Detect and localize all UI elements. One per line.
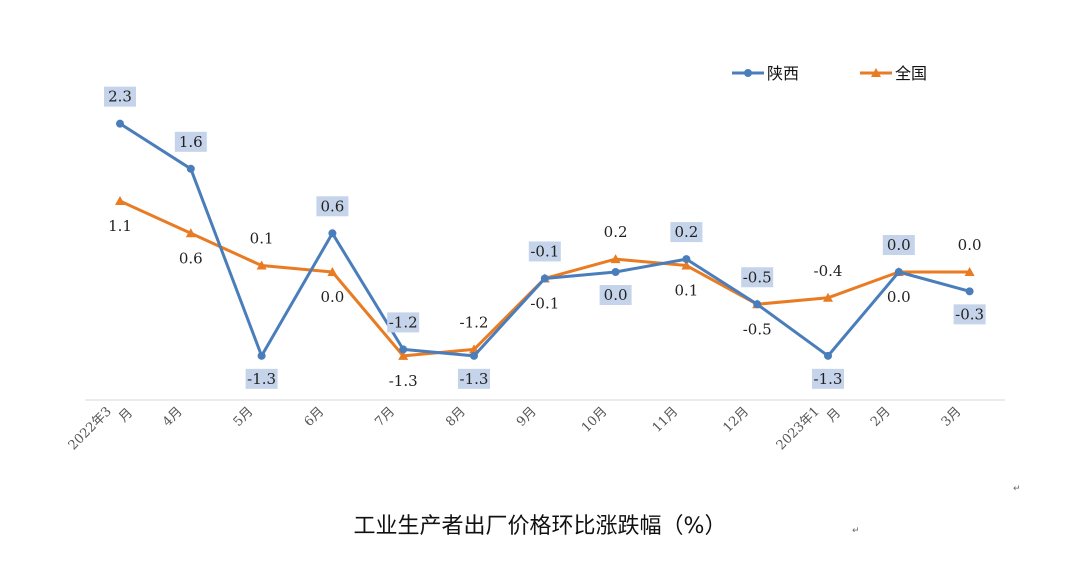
- point-shaanxi: [186, 164, 195, 173]
- svg-text:9月: 9月: [514, 404, 540, 430]
- data-label-bg-shaanxi: [245, 368, 278, 389]
- data-label-national: 1.1: [108, 217, 132, 235]
- data-label-shaanxi: 0.6: [320, 197, 344, 215]
- data-label-bg-shaanxi: [741, 267, 774, 288]
- data-label-national: 0.0: [958, 236, 982, 254]
- point-shaanxi: [540, 274, 549, 283]
- point-shaanxi: [753, 300, 762, 309]
- svg-text:2月: 2月: [868, 404, 894, 430]
- x-tick-label: 7月: [372, 404, 398, 430]
- data-label-bg-shaanxi: [599, 285, 632, 305]
- point-national: [185, 228, 196, 238]
- point-national: [115, 196, 125, 206]
- x-tick-label: 5月: [231, 404, 257, 430]
- x-tick-label: 3月: [939, 404, 965, 430]
- point-national: [398, 350, 409, 360]
- point-national: [256, 260, 267, 270]
- x-tick-label: 6月: [302, 404, 328, 430]
- point-national: [327, 267, 338, 276]
- data-label-national: -0.4: [814, 262, 843, 280]
- return-mark: ↵: [1013, 484, 1021, 494]
- point-national: [964, 267, 975, 276]
- x-tick-label: 2月: [868, 404, 894, 430]
- data-label-shaanxi: 0.0: [604, 286, 628, 304]
- legend-item-national: 全国: [860, 64, 927, 83]
- data-label-shaanxi: -0.3: [955, 305, 984, 323]
- data-label-bg-shaanxi: [528, 241, 561, 262]
- data-label-national: -1.2: [460, 313, 489, 331]
- chart-title: 工业生产者出厂价格环比涨跌幅（%）: [353, 514, 727, 539]
- svg-text:3月: 3月: [939, 404, 965, 430]
- data-label-bg-shaanxi: [458, 368, 490, 389]
- point-national: [610, 254, 621, 264]
- point-national: [681, 260, 692, 270]
- data-label-shaanxi: 0.0: [887, 236, 911, 254]
- x-tick-label: 11月: [650, 404, 681, 435]
- data-label-bg-shaanxi: [882, 235, 915, 255]
- data-label-bg-shaanxi: [316, 196, 349, 217]
- svg-text:月: 月: [824, 406, 844, 426]
- point-shaanxi: [116, 119, 124, 128]
- return-mark: ↵: [852, 526, 860, 536]
- x-tick-label: 4月: [160, 404, 186, 430]
- x-tick-label: 8月: [443, 404, 469, 430]
- point-national: [823, 292, 833, 302]
- data-label-shaanxi: -1.3: [460, 370, 489, 388]
- data-label-national: 0.1: [250, 230, 274, 248]
- point-shaanxi: [965, 287, 974, 296]
- svg-text:6月: 6月: [302, 404, 328, 430]
- data-label-bg-shaanxi: [670, 222, 703, 243]
- data-label-shaanxi: -1.3: [814, 370, 843, 388]
- data-label-bg-shaanxi: [953, 304, 986, 325]
- data-label-bg-shaanxi: [104, 86, 136, 107]
- svg-text:2023年1: 2023年1: [774, 404, 823, 453]
- legend-label-national: 全国: [895, 64, 927, 83]
- point-shaanxi: [328, 229, 337, 238]
- data-label-national: 0.0: [887, 288, 911, 306]
- svg-text:月: 月: [116, 406, 136, 426]
- x-tick-label: 9月: [514, 404, 540, 430]
- data-label-shaanxi: -1.3: [247, 370, 276, 388]
- data-label-shaanxi: 0.2: [674, 223, 698, 241]
- x-tick-label: 12月: [721, 404, 752, 435]
- data-label-national: 0.0: [320, 288, 344, 306]
- data-label-shaanxi: -0.1: [530, 242, 559, 260]
- data-label-national: 0.2: [604, 223, 628, 241]
- data-label-national: 0.1: [674, 282, 698, 300]
- data-label-shaanxi: -0.5: [743, 268, 772, 286]
- data-label-bg-shaanxi: [812, 368, 844, 389]
- svg-text:2022年3: 2022年3: [66, 404, 115, 453]
- x-tick-label: 2022年3 月: [66, 404, 136, 453]
- data-label-bg-shaanxi: [387, 312, 420, 333]
- data-label-national: -0.5: [743, 320, 772, 338]
- svg-text:11月: 11月: [650, 404, 681, 435]
- svg-text:8月: 8月: [443, 404, 469, 430]
- point-shaanxi: [682, 255, 691, 264]
- point-shaanxi: [824, 351, 832, 360]
- series-line-shaanxi: [119, 122, 970, 358]
- data-label-national: -0.1: [530, 294, 559, 312]
- point-shaanxi: [257, 351, 266, 360]
- data-label-national: -1.3: [389, 372, 418, 390]
- svg-text:10月: 10月: [579, 404, 610, 435]
- data-label-national: 0.6: [179, 249, 203, 267]
- point-shaanxi: [611, 268, 620, 276]
- legend-item-shaanxi: 陕西: [732, 64, 799, 83]
- data-label-shaanxi: 2.3: [108, 88, 132, 106]
- point-shaanxi: [399, 345, 408, 354]
- legend-label-shaanxi: 陕西: [767, 64, 799, 83]
- x-tick-label: 2023年1 月: [774, 404, 844, 453]
- point-shaanxi: [470, 351, 478, 360]
- svg-text:4月: 4月: [160, 404, 186, 430]
- svg-text:12月: 12月: [721, 404, 752, 435]
- data-label-shaanxi: 1.6: [179, 133, 203, 151]
- x-tick-label: 10月: [579, 404, 610, 435]
- svg-text:5月: 5月: [231, 404, 257, 430]
- point-shaanxi: [894, 268, 903, 276]
- svg-text:7月: 7月: [372, 404, 398, 430]
- data-label-bg-shaanxi: [174, 131, 207, 152]
- data-label-shaanxi: -1.2: [389, 313, 418, 331]
